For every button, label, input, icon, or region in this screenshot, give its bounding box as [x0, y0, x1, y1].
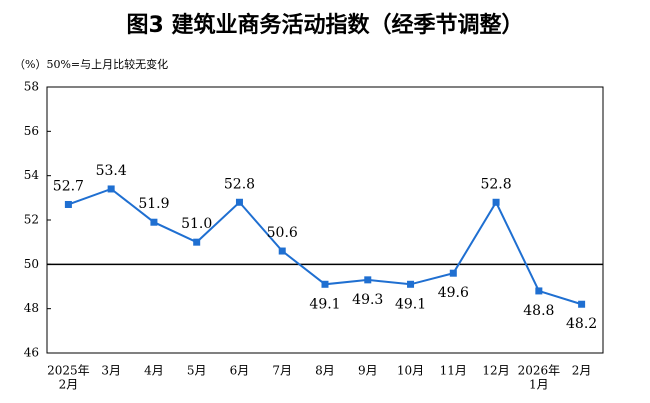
x-tick-label: 1月	[529, 378, 549, 392]
data-point	[321, 280, 329, 288]
y-tick-label: 58	[24, 80, 39, 94]
x-tick-label: 5月	[187, 364, 207, 378]
data-point	[150, 218, 158, 226]
data-point	[492, 198, 500, 206]
y-tick-label: 56	[24, 124, 39, 138]
data-point	[278, 247, 286, 255]
value-label: 51.9	[138, 196, 169, 212]
data-point	[235, 198, 243, 206]
value-label: 49.6	[438, 285, 469, 301]
data-point	[578, 300, 586, 308]
data-point	[107, 185, 115, 193]
value-label: 49.1	[309, 296, 340, 312]
value-label: 51.0	[181, 216, 212, 232]
y-tick-label: 46	[24, 346, 39, 360]
value-label: 52.7	[53, 178, 84, 194]
x-tick-label: 2026年	[518, 364, 561, 378]
y-tick-label: 48	[24, 301, 39, 315]
data-point	[449, 269, 457, 277]
y-tick-label: 52	[24, 213, 39, 227]
x-tick-label: 9月	[358, 364, 378, 378]
x-tick-label: 3月	[101, 364, 121, 378]
x-tick-label: 2025年	[47, 364, 90, 378]
x-tick-label: 10月	[397, 364, 424, 378]
chart-subtitle: （%）50%=与上月比较无变化	[14, 57, 168, 71]
y-tick-label: 50	[24, 257, 39, 271]
data-point	[364, 276, 372, 284]
chart-title: 图3 建筑业商务活动指数（经季节调整）	[127, 12, 524, 38]
value-label: 53.4	[96, 163, 127, 179]
plot-frame	[46, 86, 604, 354]
value-label: 50.6	[267, 225, 298, 241]
value-label: 49.3	[352, 292, 383, 308]
data-point	[535, 287, 543, 295]
x-tick-label: 2月	[572, 364, 592, 378]
data-point	[64, 200, 72, 208]
data-point	[407, 280, 415, 288]
x-tick-label: 12月	[482, 364, 509, 378]
y-tick-label: 54	[24, 168, 40, 182]
value-label: 48.2	[566, 316, 597, 332]
x-tick-label: 2月	[59, 378, 79, 392]
data-point	[193, 238, 201, 246]
x-tick-label: 7月	[272, 364, 292, 378]
x-tick-label: 4月	[144, 364, 164, 378]
x-tick-label: 11月	[440, 364, 467, 378]
x-tick-label: 6月	[230, 364, 250, 378]
value-label: 52.8	[480, 176, 511, 192]
value-label: 52.8	[224, 176, 255, 192]
x-tick-label: 8月	[315, 364, 335, 378]
value-label: 48.8	[523, 303, 554, 319]
value-label: 49.1	[395, 296, 426, 312]
